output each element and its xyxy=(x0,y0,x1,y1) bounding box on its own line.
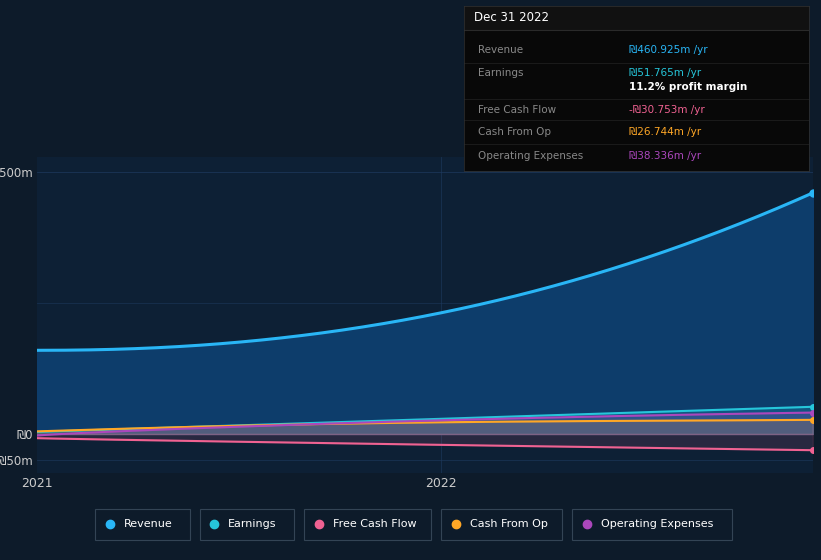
Text: -₪30.753m /yr: -₪30.753m /yr xyxy=(630,105,705,115)
Text: Cash From Op: Cash From Op xyxy=(470,519,548,529)
Text: Cash From Op: Cash From Op xyxy=(478,127,551,137)
Text: Free Cash Flow: Free Cash Flow xyxy=(333,519,416,529)
Text: Earnings: Earnings xyxy=(478,68,523,77)
Text: Operating Expenses: Operating Expenses xyxy=(601,519,713,529)
Text: Free Cash Flow: Free Cash Flow xyxy=(478,105,556,115)
Text: 11.2% profit margin: 11.2% profit margin xyxy=(630,82,748,92)
Text: ₪38.336m /yr: ₪38.336m /yr xyxy=(630,151,701,161)
Text: Revenue: Revenue xyxy=(124,519,172,529)
Text: ₪460.925m /yr: ₪460.925m /yr xyxy=(630,45,708,55)
Text: Earnings: Earnings xyxy=(228,519,277,529)
Text: Revenue: Revenue xyxy=(478,45,523,55)
Text: Operating Expenses: Operating Expenses xyxy=(478,151,583,161)
FancyBboxPatch shape xyxy=(464,6,809,30)
Text: ₪26.744m /yr: ₪26.744m /yr xyxy=(630,127,701,137)
Text: ₪51.765m /yr: ₪51.765m /yr xyxy=(630,68,701,77)
Text: Dec 31 2022: Dec 31 2022 xyxy=(475,12,549,25)
